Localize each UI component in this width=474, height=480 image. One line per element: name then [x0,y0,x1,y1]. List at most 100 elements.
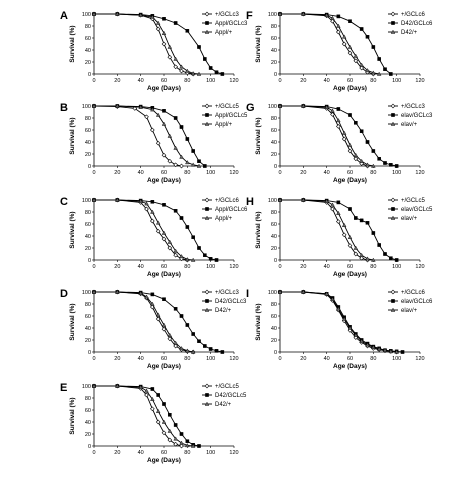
y-tick-label: 80 [271,116,277,122]
x-tick-label: 40 [138,170,144,176]
data-point [155,316,161,322]
data-point [394,349,399,354]
y-tick-label: 60 [85,222,91,228]
legend: +/GCLc3 elav/GCLc3 elav/+ [388,103,433,128]
data-point [173,436,178,441]
x-tick-label: 20 [114,356,120,362]
legend-entry: Appl/GCLc3 [215,21,248,27]
y-tick-label: 100 [268,104,277,110]
y-tick-label: 40 [85,234,91,240]
data-point [205,299,209,303]
data-point [371,257,376,262]
x-tick-label: 120 [415,78,424,84]
data-point [205,207,209,211]
x-axis-label: Age (Days) [147,177,181,184]
y-tick-label: 0 [88,72,91,78]
data-point [155,312,161,317]
legend-entry: Appl/GCLc6 [215,207,248,213]
panel-label: G [246,102,255,114]
data-point [204,11,210,17]
series--gclc6 [277,289,399,355]
data-point [365,342,370,347]
data-point [336,200,341,205]
data-point [173,252,178,258]
panel-label: D [60,288,68,300]
data-point [179,254,184,259]
data-point [144,294,149,299]
data-point [347,44,353,49]
y-tick-label: 40 [271,48,277,54]
data-point [115,383,120,388]
x-axis-label: Age (Days) [147,85,181,92]
y-tick-label: 100 [82,290,91,296]
data-point [348,19,352,23]
data-point [277,197,283,202]
data-point [220,350,225,354]
data-point [91,103,97,108]
x-tick-label: 0 [92,356,95,362]
data-point [173,340,178,345]
data-point [144,114,149,120]
data-point [138,198,143,203]
data-point [91,11,97,16]
x-tick-label: 40 [138,264,144,270]
data-point [150,107,155,112]
data-point [359,218,364,223]
y-tick-label: 80 [271,210,277,216]
data-point [204,103,210,109]
data-point [144,206,149,212]
data-point [204,29,210,34]
x-tick-label: 80 [184,264,190,270]
data-point [391,299,395,303]
panel-label: A [60,10,68,22]
y-axis-label: Survival (%) [69,303,76,340]
series-elav-gclc5 [278,198,399,262]
data-point [115,103,120,108]
data-point [185,439,190,443]
y-tick-label: 100 [268,12,277,18]
data-point [161,152,167,158]
legend: +/GCLc6 elav/GCLc6 elav/+ [388,289,433,314]
x-tick-label: 60 [161,170,167,176]
legend-entry: elav/+ [401,216,418,222]
data-point [191,149,195,153]
data-point [347,243,353,248]
x-tick-label: 40 [138,78,144,84]
legend-entry: Appl/+ [215,122,233,128]
data-point [301,11,306,16]
x-tick-label: 60 [347,170,353,176]
series-line [94,199,217,261]
data-point [167,133,173,138]
data-point [190,162,196,167]
y-tick-label: 60 [271,36,277,42]
series-line [93,105,182,167]
x-tick-label: 100 [206,356,215,362]
series-line [280,105,374,167]
x-tick-label: 100 [206,450,215,456]
data-point [353,58,359,64]
series-line [280,199,368,261]
x-tick-label: 60 [347,356,353,362]
data-point [150,200,155,204]
data-point [390,29,396,34]
data-point [185,68,190,73]
data-point [214,349,219,353]
series-line [280,13,392,75]
data-point [377,243,381,247]
panel-label: F [246,10,253,22]
x-tick-label: 80 [184,170,190,176]
legend: +/GCLc6 D42/GCLc6 D42/+ [388,11,433,36]
y-tick-label: 20 [271,60,277,66]
series-line [280,199,397,261]
x-tick-label: 120 [229,356,238,362]
data-point [382,347,388,352]
chart-panel-d: D 0 20 40 60 80 100 0 20 40 60 80 100 120 Age (Days) Su… [60,288,247,370]
data-point [150,387,155,391]
series-elav- [277,197,376,262]
data-point [336,210,341,215]
series-line [94,291,194,353]
data-point [220,72,225,76]
data-point [205,393,209,397]
panel-label: C [60,196,68,208]
data-point [359,27,364,31]
